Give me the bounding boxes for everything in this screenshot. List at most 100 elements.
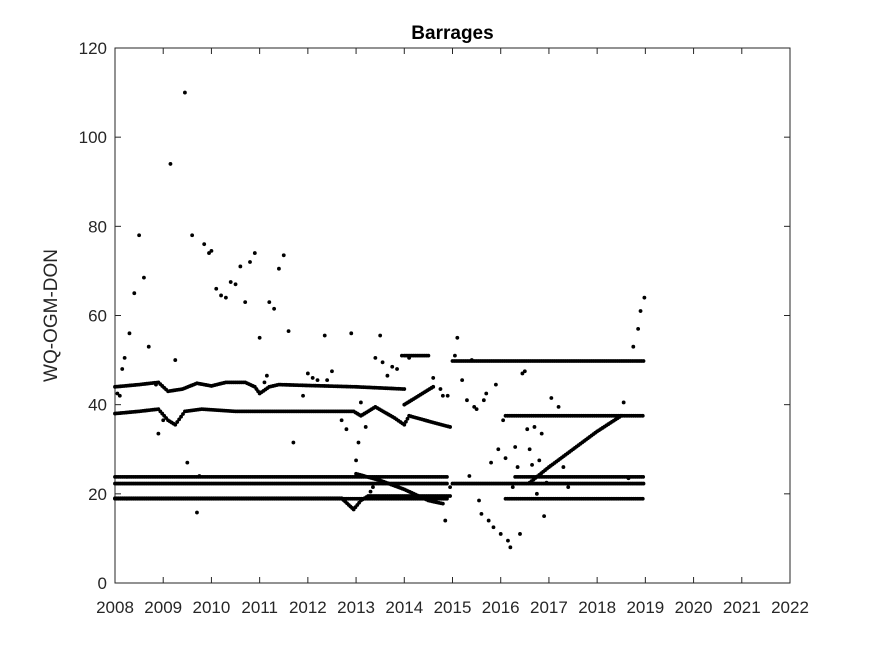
data-point	[489, 460, 493, 465]
x-tick-label: 2021	[723, 598, 761, 617]
data-point	[339, 418, 344, 423]
data-point	[518, 532, 522, 536]
data-point	[322, 333, 327, 338]
data-point	[122, 355, 127, 360]
data-point	[481, 398, 486, 403]
data-point	[561, 465, 566, 469]
x-tick-label: 2019	[626, 598, 664, 617]
data-point	[556, 405, 561, 409]
data-point	[479, 512, 484, 516]
data-point	[175, 420, 180, 424]
data-point	[267, 300, 272, 305]
data-point	[539, 431, 544, 436]
data-point	[431, 384, 436, 389]
data-point	[510, 485, 515, 490]
y-tick-label: 60	[88, 307, 107, 326]
data-point	[472, 405, 477, 409]
data-point	[525, 427, 530, 432]
data-point	[626, 476, 631, 481]
data-point	[291, 440, 296, 445]
x-tick-label: 2011	[241, 598, 278, 617]
data-point	[315, 378, 320, 383]
data-point	[385, 373, 390, 378]
data-point	[402, 387, 407, 391]
data-point	[469, 358, 474, 362]
data-point	[621, 400, 626, 405]
data-point	[380, 360, 385, 365]
data-point	[440, 501, 445, 506]
data-point	[403, 419, 408, 424]
data-point	[325, 378, 330, 383]
data-point	[219, 293, 223, 298]
data-point	[402, 422, 407, 427]
data-point	[530, 462, 534, 467]
data-point	[179, 414, 183, 419]
data-point	[262, 380, 267, 385]
data-point	[405, 416, 410, 421]
data-point	[493, 382, 498, 387]
data-point	[641, 481, 646, 486]
data-point	[257, 335, 262, 340]
data-point	[156, 431, 161, 436]
data-point	[537, 458, 542, 463]
y-axis-label: WQ-OGM-DON	[41, 249, 62, 382]
x-tick-label: 2015	[434, 598, 472, 617]
data-point	[566, 485, 571, 490]
data-point	[185, 460, 190, 465]
data-point	[358, 400, 363, 405]
data-point	[117, 393, 122, 398]
data-point	[252, 251, 257, 255]
x-tick-label: 2016	[482, 598, 520, 617]
data-point	[508, 545, 513, 550]
data-point	[223, 295, 228, 300]
x-tick-label: 2012	[289, 598, 327, 617]
data-point	[301, 393, 305, 398]
data-point	[440, 393, 445, 398]
data-point	[248, 260, 252, 264]
data-point	[277, 266, 281, 271]
x-tick-label: 2013	[337, 598, 375, 617]
data-point	[407, 355, 412, 360]
data-point	[641, 359, 646, 363]
data-point	[640, 413, 645, 418]
data-point	[431, 376, 436, 380]
data-point	[181, 412, 185, 416]
data-point	[544, 480, 549, 485]
data-point	[137, 233, 142, 238]
data-point	[445, 393, 450, 398]
data-point	[127, 331, 132, 336]
x-tick-label: 2014	[385, 598, 423, 617]
data-point	[445, 474, 449, 479]
data-point	[161, 418, 166, 423]
data-point	[522, 369, 527, 374]
data-point	[214, 286, 219, 291]
data-point	[636, 326, 641, 331]
data-point	[371, 485, 375, 490]
data-point	[286, 329, 291, 333]
x-tick-label: 2020	[675, 598, 713, 617]
data-point	[228, 280, 233, 284]
chart-title: Barrages	[411, 23, 493, 44]
data-point	[448, 425, 452, 429]
data-point	[207, 251, 211, 255]
data-point	[445, 481, 449, 486]
data-point	[368, 489, 373, 494]
data-point	[344, 427, 349, 432]
data-point	[501, 418, 506, 423]
data-point	[195, 510, 199, 515]
data-point	[154, 382, 158, 387]
x-tick-label: 2022	[771, 598, 809, 617]
data-point	[132, 291, 137, 296]
data-point	[354, 458, 358, 463]
x-tick-label: 2010	[193, 598, 231, 617]
data-point	[542, 514, 547, 519]
data-point	[455, 335, 460, 340]
data-point	[120, 367, 125, 371]
data-point	[515, 465, 520, 469]
y-tick-label: 100	[79, 128, 107, 147]
data-point	[640, 496, 645, 501]
x-tick-label: 2009	[144, 598, 182, 617]
data-point	[460, 378, 465, 383]
data-point	[264, 373, 269, 378]
data-point	[349, 331, 354, 336]
